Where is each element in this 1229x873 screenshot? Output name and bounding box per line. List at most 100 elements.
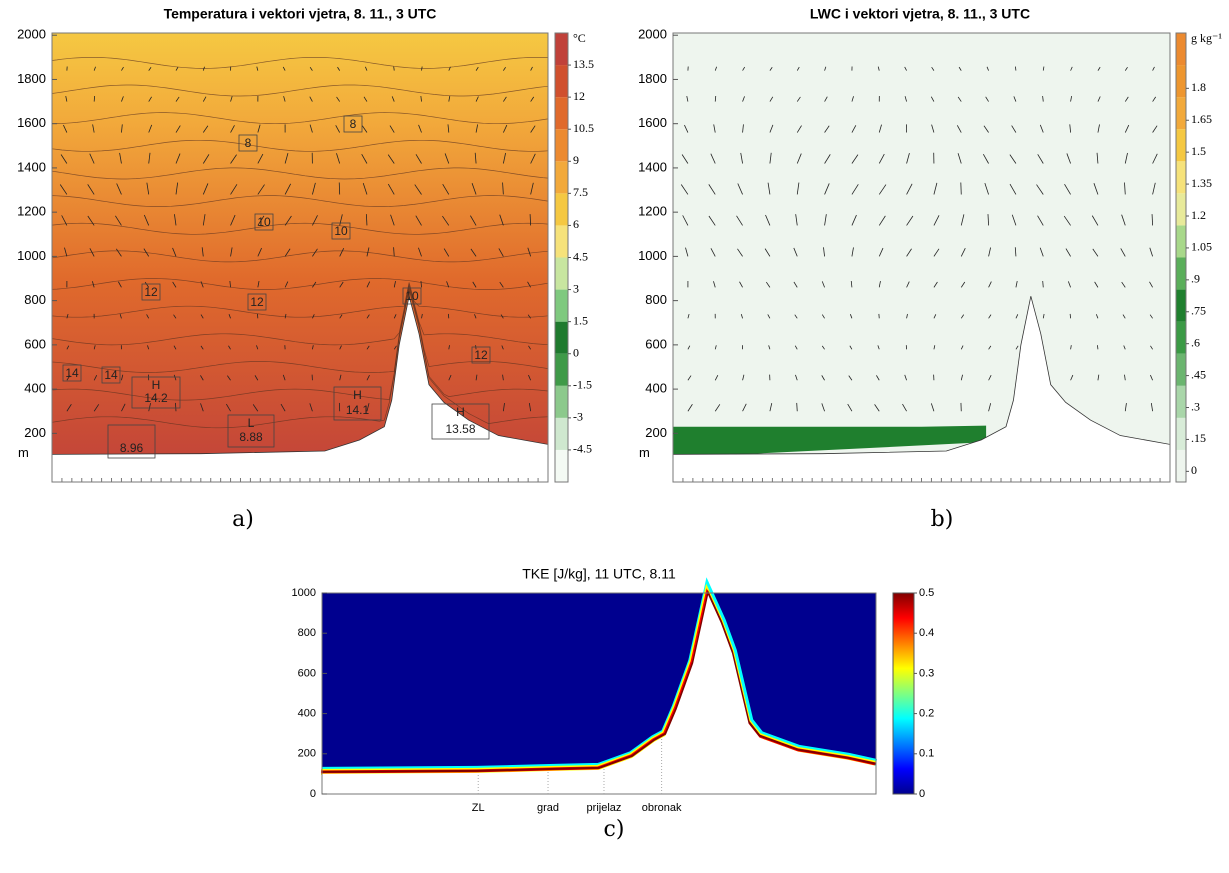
wind-vector	[336, 96, 341, 102]
wind-vector	[527, 247, 532, 257]
wind-vector	[1015, 281, 1018, 288]
wind-vector	[930, 96, 935, 102]
y-tick-label: 0	[310, 788, 316, 800]
colorbar-tick-label: 0.4	[919, 627, 934, 639]
wind-vector	[1009, 183, 1017, 195]
colorbar-tick-label: 0	[1191, 463, 1197, 477]
colorbar-band	[1176, 417, 1186, 450]
wind-vector	[175, 182, 179, 195]
wind-vector	[393, 314, 397, 319]
wind-vector	[420, 280, 422, 288]
colorbar-band	[1176, 65, 1186, 98]
wind-vector	[1124, 152, 1128, 164]
extremum-value: 14.1	[346, 403, 370, 417]
colorbar-tick-label: .15	[1191, 431, 1206, 445]
wind-vector	[448, 66, 451, 71]
panel-label: a)	[232, 507, 254, 532]
wind-vector	[1093, 183, 1099, 195]
wind-vector	[252, 404, 259, 412]
wind-vector	[877, 66, 880, 71]
wind-vector	[742, 403, 747, 412]
y-tick-label: 1000	[638, 248, 667, 263]
wind-vector	[498, 248, 504, 257]
wind-vector	[175, 96, 180, 102]
extremum-box	[131, 376, 181, 409]
wind-vector	[447, 124, 450, 133]
colorbar-tick-label: .3	[1191, 399, 1200, 413]
wind-vector	[1009, 154, 1017, 164]
contour-label-box	[62, 364, 82, 382]
wind-vector	[960, 374, 963, 381]
contour-line	[51, 222, 549, 235]
wind-vector	[421, 66, 423, 71]
wind-vector	[257, 184, 265, 195]
y-tick-label: 600	[24, 336, 46, 351]
wind-vector	[339, 214, 343, 226]
extremum-value: 8.96	[120, 441, 144, 455]
wind-vector	[254, 375, 259, 381]
wind-vector	[474, 152, 477, 164]
wind-vector	[824, 183, 830, 195]
wind-vector	[470, 248, 477, 257]
wind-vector	[393, 247, 395, 257]
contour-label-box	[141, 283, 161, 301]
colorbar-tick-label: 0	[573, 345, 579, 359]
colorbar-tick-label: 6	[573, 217, 579, 231]
wind-vector	[1096, 152, 1099, 164]
wind-vector	[393, 66, 395, 71]
wind-vector	[146, 182, 150, 195]
wind-vector	[66, 375, 71, 381]
wind-vector	[878, 184, 887, 195]
colorbar-tick-label: 0.3	[919, 667, 934, 679]
wind-vector	[1124, 66, 1128, 71]
colorbar-band	[555, 193, 568, 226]
contour-label: 12	[250, 295, 264, 309]
wind-vector	[933, 345, 936, 350]
wind-vector	[502, 124, 508, 133]
wind-vector	[228, 314, 231, 319]
wind-vector	[442, 215, 450, 226]
wind-vector	[339, 281, 344, 288]
wind-vector	[1015, 314, 1019, 319]
contour-label: 10	[334, 224, 348, 238]
y-tick-label: 400	[645, 381, 667, 396]
y-tick-label: 600	[298, 667, 316, 679]
wind-vector	[1011, 125, 1017, 133]
field	[673, 33, 1170, 482]
wind-vector	[309, 124, 313, 133]
colorbar-band	[1176, 225, 1186, 258]
wind-vector	[230, 184, 238, 195]
colorbar-tick-label: 1.05	[1191, 240, 1212, 254]
colorbar-tick-label: 1.5	[573, 313, 588, 327]
wind-vector	[906, 248, 912, 257]
colorbar-band	[1176, 257, 1186, 290]
wind-vector	[708, 215, 716, 226]
wind-vector	[230, 96, 233, 102]
wind-vector	[312, 182, 316, 195]
colorbar-band	[555, 257, 568, 290]
contour-line	[51, 195, 549, 207]
wind-vector	[228, 345, 231, 350]
wind-vector	[389, 125, 395, 133]
wind-vector	[284, 215, 292, 226]
wind-vector	[64, 247, 68, 257]
wind-vector	[878, 281, 881, 288]
wind-vector	[227, 375, 231, 381]
wind-vector	[1037, 154, 1044, 164]
wind-vector	[904, 96, 907, 102]
wind-vector	[769, 96, 774, 102]
y-tick-label: 400	[298, 708, 316, 720]
colorbar-tick-label: 1.5	[1191, 144, 1206, 158]
wind-vector	[904, 374, 907, 381]
wind-vector	[442, 183, 450, 195]
wind-vector	[366, 281, 371, 288]
wind-vector	[956, 125, 962, 133]
wind-vector	[200, 345, 204, 350]
wind-vector	[1070, 66, 1073, 71]
wind-vector	[66, 345, 70, 350]
wind-vector	[119, 152, 122, 164]
wind-vector	[877, 345, 880, 350]
y-tick-label: 1000	[292, 587, 316, 599]
wind-vector	[443, 248, 450, 257]
wind-vector	[530, 182, 534, 195]
